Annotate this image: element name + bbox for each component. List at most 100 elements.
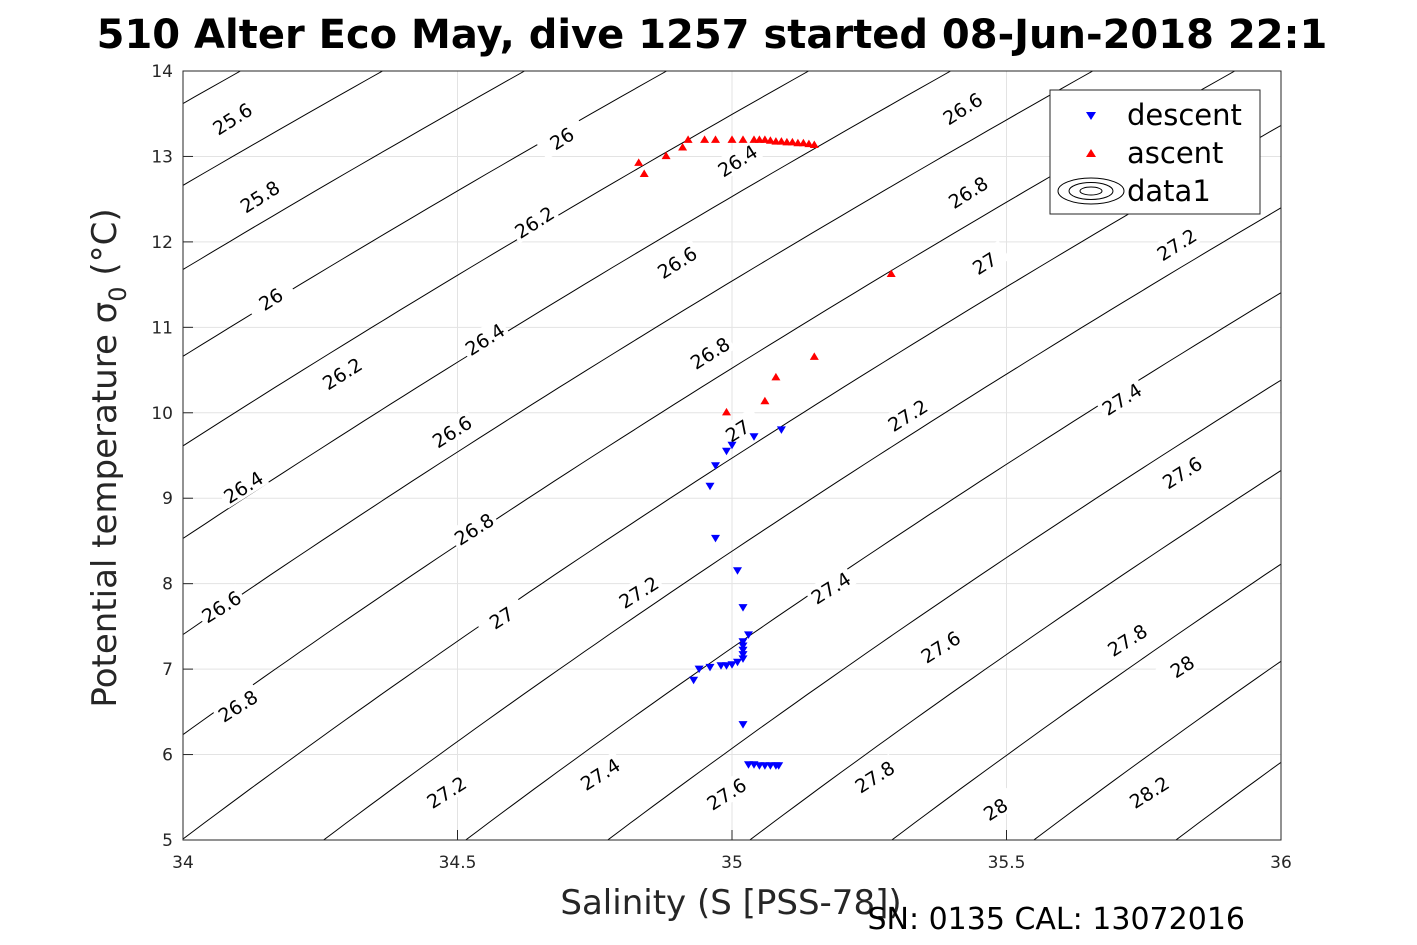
contour-label-gap — [881, 392, 934, 437]
descent-point — [776, 426, 786, 434]
density-contour-line — [183, 71, 810, 447]
contour-label-gap — [1100, 617, 1153, 662]
ascent-point — [727, 135, 737, 143]
descent-series — [689, 426, 786, 770]
contour-label-gap — [211, 682, 264, 728]
ascent-point — [886, 269, 896, 277]
descent-point — [738, 721, 748, 729]
y-tick-label: 9 — [162, 489, 173, 509]
density-contour-line — [183, 71, 952, 540]
descent-point — [727, 441, 737, 450]
contour-label: 27 — [474, 594, 528, 640]
contour-label-gap — [315, 350, 368, 395]
y-axis-label-main: Potential temperature σ — [85, 302, 125, 708]
ascent-point — [765, 136, 775, 144]
contour-label-gap — [425, 408, 478, 453]
y-tick-label: 11 — [151, 318, 173, 338]
ascent-point — [678, 143, 688, 151]
descent-point — [711, 462, 720, 470]
descent-point — [694, 665, 704, 674]
density-contour-line — [183, 71, 1094, 636]
ascent-point — [760, 135, 770, 143]
legend-data1-label: data1 — [1127, 174, 1211, 208]
legend: descent ascent data1 — [1049, 89, 1261, 215]
descent-point — [689, 676, 699, 685]
contour-label-gap — [507, 199, 561, 244]
ascent-point — [771, 372, 781, 381]
descent-point — [733, 567, 742, 575]
ascent-point — [711, 135, 720, 143]
density-contour-line — [322, 207, 1281, 840]
density-contours — [183, 71, 1281, 840]
ascent-point — [776, 137, 786, 145]
density-contour-line — [1032, 660, 1281, 840]
contour-label-gap — [419, 769, 473, 814]
y-axis-ticks: 5 6 7 8 9 10 11 12 13 14 — [151, 62, 193, 851]
contour-label-gap — [447, 506, 500, 551]
chart-title: 510 Alter Eco May, dive 1257 started 08-… — [97, 12, 1328, 58]
density-contour-line — [183, 71, 668, 357]
y-axis-label-subscript: 0 — [104, 286, 132, 301]
density-contour-line — [183, 71, 526, 271]
y-axis-label-unit: (°C) — [85, 208, 125, 286]
contour-label-gap — [458, 316, 511, 361]
ascent-point — [798, 138, 808, 147]
density-contour-line — [890, 563, 1281, 840]
contour-label-gap — [1150, 221, 1203, 266]
ascent-point — [787, 137, 797, 146]
legend-descent-label: descent — [1127, 98, 1242, 132]
descent-point — [722, 447, 731, 456]
contour-label-gap — [216, 464, 270, 509]
x-tick-label: 36 — [1270, 853, 1292, 873]
contour-label-gap — [710, 407, 764, 452]
descent-point — [738, 638, 748, 646]
descent-point — [733, 658, 742, 667]
contour-label-gap — [968, 786, 1022, 831]
x-axis-ticks: 34 34.5 35 35.5 36 — [172, 830, 1292, 873]
contour-label-gap — [573, 751, 626, 796]
density-contour-line — [183, 71, 1236, 736]
descent-point — [705, 663, 715, 672]
contour-label-gap — [683, 330, 736, 375]
y-tick-label: 14 — [151, 62, 173, 82]
contour-label-gap — [205, 95, 259, 141]
descent-point — [749, 433, 759, 441]
x-tick-label: 35 — [721, 853, 743, 873]
descent-point — [738, 646, 748, 655]
contour-label-gap — [1155, 643, 1208, 688]
ascent-point — [809, 140, 819, 148]
y-axis-label: Potential temperature σ0 (°C) — [85, 208, 132, 707]
y-tick-label: 12 — [151, 233, 173, 253]
contour-label-gap — [650, 239, 703, 284]
y-tick-label: 6 — [162, 746, 173, 766]
contour-label-gap — [612, 569, 665, 614]
ascent-point — [804, 139, 814, 148]
y-tick-label: 8 — [162, 575, 173, 595]
x-tick-label: 35.5 — [988, 853, 1026, 873]
ascent-point — [683, 135, 693, 143]
x-tick-label: 34 — [172, 853, 194, 873]
descent-point — [738, 604, 748, 612]
legend-descent-marker — [1086, 112, 1096, 120]
y-tick-label: 13 — [151, 147, 173, 167]
descent-point — [738, 651, 748, 659]
legend-ascent-label: ascent — [1127, 136, 1223, 170]
descent-point — [744, 631, 753, 639]
legend-ascent-marker — [1086, 149, 1096, 157]
contour-label-gap — [710, 137, 764, 182]
contour-label-gap — [194, 583, 248, 628]
density-contour-line — [748, 469, 1281, 840]
contour-label-gap — [233, 173, 286, 218]
contour-label-gap — [699, 770, 753, 816]
serial-calibration-footer: SN: 0135 CAL: 13072016 — [867, 902, 1245, 937]
x-axis-label: Salinity (S [PSS-78]) — [560, 883, 901, 923]
ascent-point — [661, 151, 671, 160]
descent-point — [738, 642, 748, 650]
ascent-point — [700, 135, 710, 143]
ascent-point — [760, 396, 770, 405]
contour-label-gap — [535, 115, 588, 160]
legend-contour-icon — [1057, 177, 1125, 205]
contour-label-gap — [1122, 769, 1175, 814]
contour-label-gap — [1095, 376, 1148, 421]
